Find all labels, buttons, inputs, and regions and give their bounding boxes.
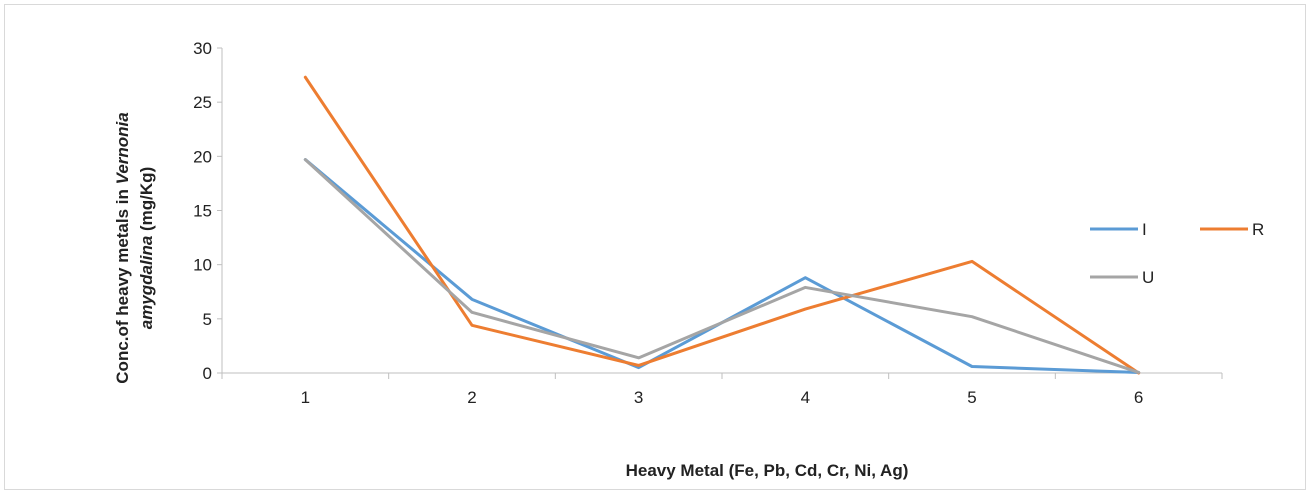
x-axis-title: Heavy Metal (Fe, Pb, Cd, Cr, Ni, Ag) (626, 461, 909, 480)
series-lines (303, 75, 1141, 375)
series-line-i (303, 158, 1141, 374)
legend: I R U (1090, 220, 1264, 287)
series-line-r (303, 75, 1141, 375)
svg-text:amygdalina (mg/Kg): amygdalina (mg/Kg) (137, 167, 156, 329)
y-axis: 0 5 10 15 20 25 30 (193, 39, 223, 383)
x-tick-label: 6 (1134, 388, 1143, 407)
x-tick-label: 4 (801, 388, 810, 407)
y-title-unit: (mg/Kg) (137, 167, 156, 236)
series-line-u (303, 158, 1141, 374)
x-ticks: 1 2 3 4 5 6 (221, 373, 1223, 407)
y-tick-label: 30 (193, 39, 212, 58)
chart-frame (4, 4, 1306, 490)
legend-label-i: I (1142, 220, 1147, 239)
y-tick-label: 10 (193, 256, 212, 275)
legend-label-r: R (1252, 220, 1264, 239)
y-tick-label: 5 (203, 310, 212, 329)
y-title-species-epithet: amygdalina (137, 236, 156, 330)
y-tick-label: 0 (203, 364, 212, 383)
svg-text:Conc.of heavy metals in Vernon: Conc.of heavy metals in Vernonia (113, 112, 132, 383)
y-tick-label: 25 (193, 93, 212, 112)
y-tick-label: 15 (193, 202, 212, 221)
y-title-species-genus: Vernonia (113, 112, 132, 184)
legend-label-u: U (1142, 268, 1154, 287)
y-axis-title: Conc.of heavy metals in Vernonia amygdal… (113, 112, 156, 383)
x-axis: 1 2 3 4 5 6 (221, 372, 1223, 407)
x-tick-label: 2 (467, 388, 476, 407)
y-tick-label: 20 (193, 147, 212, 166)
x-tick-label: 5 (967, 388, 976, 407)
x-tick-label: 1 (301, 388, 310, 407)
y-ticks: 0 5 10 15 20 25 30 (193, 39, 222, 383)
x-tick-label: 3 (634, 388, 643, 407)
y-title-part-1: Conc.of heavy metals in (113, 184, 132, 383)
